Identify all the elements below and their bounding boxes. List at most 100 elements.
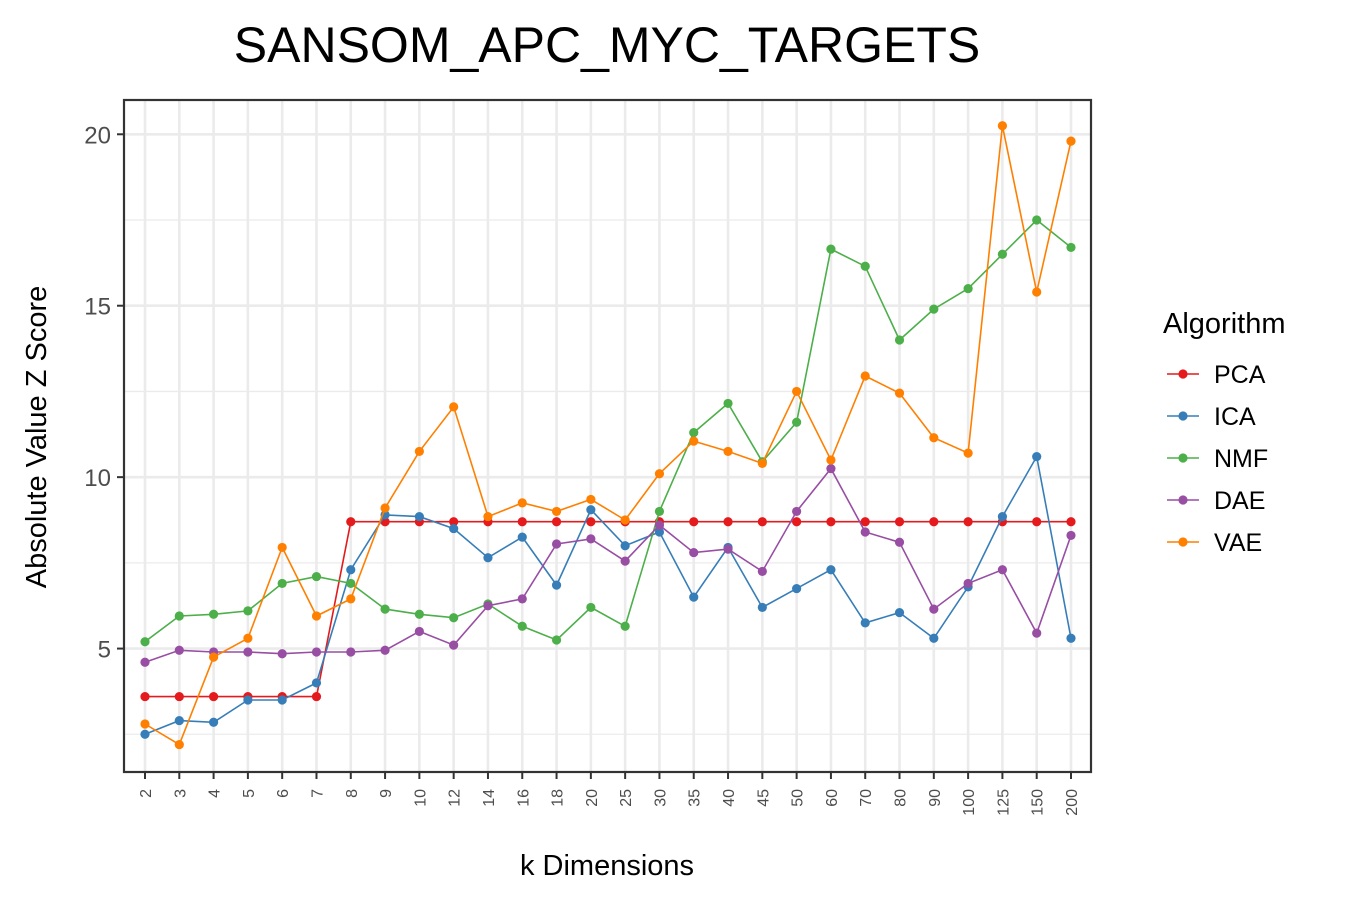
data-point-ica bbox=[1066, 633, 1076, 643]
x-tick-label: 2 bbox=[138, 789, 155, 798]
y-tick-label: 15 bbox=[84, 294, 111, 321]
data-point-ica bbox=[551, 580, 562, 590]
data-point-ica bbox=[894, 607, 905, 618]
data-point-vae bbox=[449, 402, 459, 412]
data-point-pca bbox=[757, 517, 767, 527]
series-line-vae bbox=[144, 125, 1072, 746]
data-point-dae bbox=[723, 544, 733, 554]
series-line-dae bbox=[144, 467, 1072, 664]
data-point-vae bbox=[654, 469, 665, 479]
x-tick-label: 3 bbox=[172, 789, 189, 798]
data-point-nmf bbox=[346, 578, 356, 589]
data-point-nmf bbox=[860, 261, 870, 271]
chart-title: SANSOM_APC_MYC_TARGETS bbox=[234, 17, 980, 73]
data-point-ica bbox=[654, 527, 665, 537]
x-tick-label: 35 bbox=[687, 789, 704, 807]
x-tick-label: 80 bbox=[893, 789, 910, 807]
data-point-nmf bbox=[654, 506, 665, 517]
x-axis-title: k Dimensions bbox=[520, 850, 694, 882]
y-tick-label: 10 bbox=[84, 465, 111, 492]
legend: Algorithm PCA ICA NMF DAE VAE bbox=[1163, 308, 1286, 557]
data-point-dae bbox=[449, 640, 459, 650]
data-point-pca bbox=[346, 517, 356, 527]
data-point-dae bbox=[997, 565, 1008, 575]
data-point-dae bbox=[689, 547, 699, 558]
panel-border bbox=[122, 98, 1093, 774]
data-point-ica bbox=[826, 565, 836, 575]
data-point-dae bbox=[551, 539, 562, 549]
data-point-dae bbox=[174, 645, 184, 655]
y-tick-label: 20 bbox=[84, 122, 111, 149]
x-tick-label: 10 bbox=[412, 789, 429, 807]
data-point-nmf bbox=[689, 427, 699, 438]
data-point-ica bbox=[757, 602, 767, 613]
x-tick-label: 60 bbox=[824, 789, 841, 807]
data-point-dae bbox=[963, 578, 973, 589]
x-tick-label: 8 bbox=[344, 789, 361, 798]
x-tick-label: 16 bbox=[515, 789, 532, 807]
x-tick-label: 70 bbox=[858, 789, 875, 807]
data-point-nmf bbox=[997, 249, 1008, 259]
legend-key-point-dae bbox=[1178, 495, 1188, 505]
data-point-vae bbox=[620, 515, 630, 525]
data-point-ica bbox=[860, 618, 870, 628]
data-point-vae bbox=[757, 458, 767, 469]
x-tick-label: 14 bbox=[481, 789, 498, 807]
data-point-pca bbox=[517, 517, 527, 527]
legend-label-pca: PCA bbox=[1214, 361, 1266, 389]
data-point-ica bbox=[174, 715, 184, 726]
data-point-ica bbox=[243, 695, 253, 705]
data-point-vae bbox=[346, 594, 356, 604]
data-point-pca bbox=[208, 691, 219, 702]
x-tick-label: 100 bbox=[961, 789, 978, 816]
x-tick-label: 18 bbox=[550, 789, 567, 807]
data-point-vae bbox=[1032, 287, 1042, 297]
data-point-vae bbox=[380, 503, 390, 513]
data-point-nmf bbox=[586, 602, 596, 613]
data-point-dae bbox=[483, 601, 493, 611]
data-point-vae bbox=[551, 506, 562, 517]
data-point-ica bbox=[140, 729, 150, 739]
data-point-nmf bbox=[894, 335, 905, 345]
data-point-dae bbox=[1032, 628, 1042, 638]
data-point-nmf bbox=[963, 283, 973, 294]
data-point-pca bbox=[894, 517, 905, 527]
x-tick-label: 30 bbox=[652, 789, 669, 807]
data-point-ica bbox=[517, 532, 527, 542]
data-point-vae bbox=[689, 436, 699, 446]
data-point-nmf bbox=[277, 578, 287, 589]
legend-label-vae: VAE bbox=[1214, 529, 1262, 557]
data-point-vae bbox=[243, 633, 253, 643]
data-point-dae bbox=[894, 537, 905, 547]
data-point-ica bbox=[1032, 451, 1042, 462]
data-point-vae bbox=[894, 388, 905, 398]
y-axis-title: Absolute Value Z Score bbox=[21, 286, 53, 589]
x-tick-label: 45 bbox=[755, 789, 772, 807]
data-point-dae bbox=[620, 556, 630, 566]
data-point-vae bbox=[860, 371, 870, 381]
data-point-pca bbox=[826, 517, 836, 527]
x-tick-label: 4 bbox=[207, 789, 224, 798]
data-point-vae bbox=[414, 446, 424, 457]
legend-label-ica: ICA bbox=[1214, 403, 1256, 431]
series-line-pca bbox=[145, 520, 1071, 698]
data-point-dae bbox=[140, 657, 150, 667]
legend-label-nmf: NMF bbox=[1214, 445, 1268, 473]
data-point-vae bbox=[1066, 136, 1076, 146]
data-point-vae bbox=[483, 511, 493, 522]
data-point-vae bbox=[311, 611, 322, 621]
data-point-vae bbox=[723, 446, 733, 457]
data-point-vae bbox=[517, 498, 527, 508]
data-point-vae bbox=[929, 433, 939, 443]
legend-title: Algorithm bbox=[1163, 308, 1286, 340]
data-point-ica bbox=[414, 511, 424, 522]
data-point-nmf bbox=[620, 621, 630, 631]
data-point-nmf bbox=[792, 417, 802, 427]
x-tick-label: 125 bbox=[995, 789, 1012, 816]
data-point-vae bbox=[826, 455, 836, 465]
data-point-vae bbox=[140, 719, 150, 729]
data-point-nmf bbox=[826, 244, 836, 254]
data-point-ica bbox=[620, 541, 630, 551]
y-tick-label: 5 bbox=[98, 637, 111, 664]
